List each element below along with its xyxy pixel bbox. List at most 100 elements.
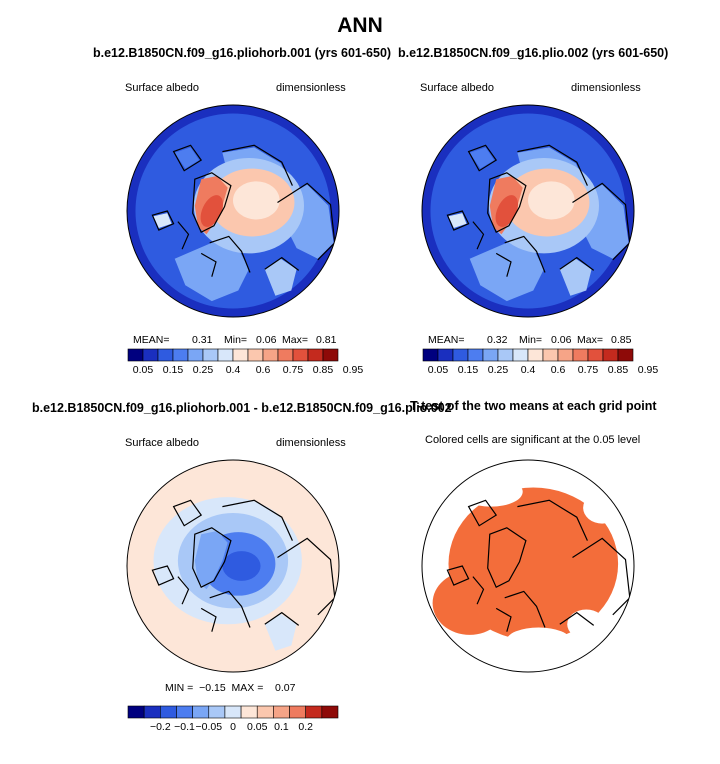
- colorbar-tick-label: 0.95: [343, 364, 364, 376]
- colorbar-tick-label: 0.85: [608, 364, 629, 376]
- colorbar-swatch-10: [262, 348, 279, 362]
- colorbar-tick-label: −0.2: [150, 721, 171, 733]
- coastline-6: [446, 210, 470, 231]
- colorbar-swatch-14: [322, 348, 339, 362]
- colorbar-tick-label: 0.05: [133, 364, 154, 376]
- colorbar-tick-label: 0.95: [638, 364, 659, 376]
- coastline-7: [472, 576, 512, 632]
- colorbar-swatch-3: [452, 348, 469, 362]
- colorbar-swatch-6: [497, 348, 514, 362]
- panel-4-subtitle: Colored cells are significant at the 0.0…: [425, 434, 641, 446]
- panel-2-min-value: 0.06: [551, 334, 572, 346]
- map-border: [421, 459, 635, 673]
- panel-1-max-value: 0.81: [316, 334, 337, 346]
- map-panel-2: [421, 104, 635, 318]
- colorbar-swatch-9: [542, 348, 559, 362]
- significant-area-west: [432, 571, 507, 635]
- sea-ice-core: [528, 181, 575, 220]
- colorbar-tick-label: 0.75: [578, 364, 599, 376]
- non-significant-patch-1: [567, 609, 606, 640]
- colorbar-swatch-3: [160, 705, 177, 719]
- non-significant-patch-3: [583, 491, 622, 524]
- colorbar-swatch-13: [321, 705, 339, 719]
- coastline-3: [277, 182, 336, 261]
- land-alaska: [559, 258, 592, 296]
- panel-2-max-label: Max=: [577, 334, 603, 346]
- coastline-4: [222, 144, 293, 186]
- coastline-3: [572, 182, 631, 261]
- panel-3-title: b.e12.B1850CN.f09_g16.pliohorb.001 - b.e…: [32, 401, 452, 415]
- panel-2-mean-value: 0.32: [487, 334, 508, 346]
- coastline-2: [209, 590, 300, 628]
- colorbar-swatch-1: [127, 705, 145, 719]
- coastline-3: [572, 537, 631, 616]
- colorbar-tick-label: 0.15: [458, 364, 479, 376]
- colorbar-swatch-2: [437, 348, 454, 362]
- colorbar-swatch-7: [217, 348, 234, 362]
- colorbar-swatch-11: [289, 705, 306, 719]
- coastline-6: [151, 565, 175, 586]
- colorbar-tick-label: 0.4: [226, 364, 241, 376]
- colorbar-tick-label: 0.25: [488, 364, 509, 376]
- panel-1-min-value: 0.06: [256, 334, 277, 346]
- panel-1-units-label: dimensionless: [276, 82, 346, 94]
- colorbar-swatch-6: [208, 705, 226, 719]
- panel-2-variable-label: Surface albedo: [420, 82, 494, 94]
- panel-1-min-label: Min=: [224, 334, 248, 346]
- coastline-5: [172, 499, 203, 527]
- colorbar-tick-label: 0.05: [247, 721, 268, 733]
- colorbar-swatch-7: [224, 705, 242, 719]
- colorbar-swatch-1: [127, 348, 144, 362]
- coastline-2: [504, 235, 595, 273]
- panel-1-mean-label: MEAN=: [133, 334, 170, 346]
- coastline-4: [222, 499, 293, 541]
- colorbar-3: −0.2 −0.1 −0.05 0 0.05 0.1 0.2: [127, 705, 339, 733]
- colorbar-tick-label: 0.15: [163, 364, 184, 376]
- coastline-1: [487, 172, 527, 234]
- colorbar-tick-label: 0.6: [551, 364, 566, 376]
- colorbar-tick-label: 0.25: [193, 364, 214, 376]
- non-significant-patch-4: [506, 627, 571, 653]
- panel-3-units-label: dimensionless: [276, 437, 346, 449]
- map-panel-4: [421, 459, 635, 673]
- colorbar-tick-label: 0.05: [428, 364, 449, 376]
- colorbar-swatch-12: [305, 705, 323, 719]
- colorbar-swatch-13: [602, 348, 619, 362]
- land-canada: [174, 237, 249, 302]
- coastline-7: [177, 576, 217, 632]
- coastline-3: [277, 537, 336, 616]
- map-border: [126, 104, 340, 318]
- colorbar-swatch-8: [240, 705, 258, 719]
- diff-region-max: [222, 551, 261, 581]
- panel-2-max-value: 0.85: [611, 334, 632, 346]
- coastline-6: [446, 565, 470, 586]
- map-border: [421, 104, 635, 318]
- coastline-5: [467, 144, 498, 172]
- panel-2-min-label: Min=: [519, 334, 543, 346]
- land-scandinavia: [469, 147, 495, 169]
- colorbar-swatch-5: [482, 348, 499, 362]
- colorbar-swatch-13: [307, 348, 324, 362]
- colorbar-swatch-5: [192, 705, 210, 719]
- panel-1-mean-value: 0.31: [192, 334, 213, 346]
- coastline-7: [472, 221, 512, 277]
- colorbar-tick-label: 0: [230, 721, 236, 733]
- land-alaska: [264, 258, 297, 296]
- coastline-1: [487, 527, 527, 589]
- colorbar-tick-label: 0.6: [256, 364, 271, 376]
- panel-2-title: b.e12.B1850CN.f09_g16.plio.002 (yrs 601-…: [398, 46, 669, 60]
- land-islands: [448, 213, 467, 228]
- panel-2-units-label: dimensionless: [571, 82, 641, 94]
- colorbar-swatch-12: [587, 348, 604, 362]
- sea-ice-core: [233, 181, 280, 220]
- diff-alaska: [264, 613, 297, 651]
- panel-3-min-max: MIN = −0.15 MAX = 0.07: [165, 682, 296, 694]
- colorbar-swatch-2: [143, 705, 161, 719]
- colorbar-swatch-11: [572, 348, 589, 362]
- coastline-4: [517, 144, 588, 186]
- colorbar-swatch-11: [277, 348, 294, 362]
- colorbar-1: 0.05 0.15 0.25 0.4 0.6 0.75 0.85 0.95: [127, 348, 364, 376]
- colorbar-swatch-12: [292, 348, 309, 362]
- coastline-5: [467, 499, 498, 527]
- coastline-7: [177, 221, 217, 277]
